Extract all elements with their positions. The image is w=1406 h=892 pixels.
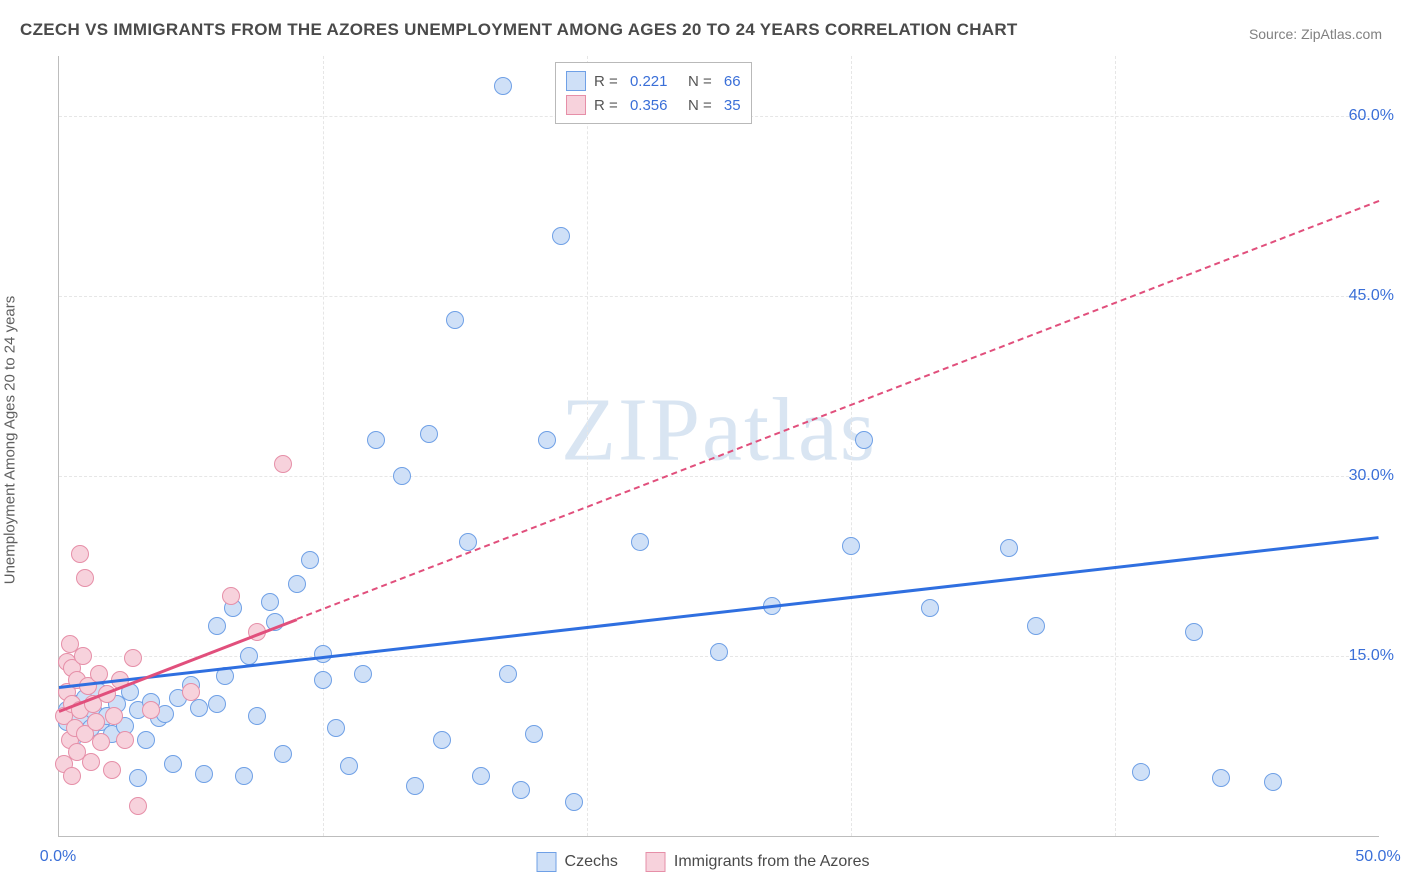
- legend-r-value: 0.221: [630, 73, 668, 90]
- legend-swatch: [537, 852, 557, 872]
- scatter-point: [274, 455, 292, 473]
- legend-label: Immigrants from the Azores: [674, 853, 870, 871]
- y-tick-label: 60.0%: [1349, 107, 1394, 125]
- scatter-point: [855, 431, 873, 449]
- legend-r-label: R =: [594, 73, 622, 90]
- legend-stat-row: R = 0.221 N = 66: [566, 69, 741, 93]
- y-tick-label: 30.0%: [1349, 467, 1394, 485]
- gridline-v: [323, 56, 324, 836]
- scatter-point: [74, 647, 92, 665]
- legend-n-value: 35: [724, 97, 741, 114]
- scatter-point: [261, 593, 279, 611]
- gridline-v: [851, 56, 852, 836]
- scatter-point: [354, 665, 372, 683]
- scatter-point: [538, 431, 556, 449]
- scatter-point: [195, 765, 213, 783]
- scatter-point: [190, 699, 208, 717]
- scatter-point: [406, 777, 424, 795]
- scatter-point: [288, 575, 306, 593]
- scatter-point: [314, 671, 332, 689]
- y-tick-label: 45.0%: [1349, 287, 1394, 305]
- scatter-point: [71, 545, 89, 563]
- scatter-point: [921, 599, 939, 617]
- legend-swatch: [646, 852, 666, 872]
- scatter-point: [1027, 617, 1045, 635]
- scatter-point: [248, 707, 266, 725]
- legend-swatch: [566, 71, 586, 91]
- scatter-point: [525, 725, 543, 743]
- legend-r-value: 0.356: [630, 97, 668, 114]
- legend-item: Czechs: [537, 852, 618, 872]
- y-tick-label: 15.0%: [1349, 647, 1394, 665]
- gridline-h: [59, 476, 1379, 477]
- scatter-point: [494, 77, 512, 95]
- scatter-point: [240, 647, 258, 665]
- scatter-point: [182, 683, 200, 701]
- scatter-point: [1264, 773, 1282, 791]
- scatter-point: [314, 645, 332, 663]
- chart-container: CZECH VS IMMIGRANTS FROM THE AZORES UNEM…: [0, 0, 1406, 892]
- scatter-point: [164, 755, 182, 773]
- scatter-point: [367, 431, 385, 449]
- scatter-point: [301, 551, 319, 569]
- scatter-point: [103, 761, 121, 779]
- scatter-point: [274, 745, 292, 763]
- legend-stat-row: R = 0.356 N = 35: [566, 93, 741, 117]
- scatter-point: [1000, 539, 1018, 557]
- trend-line: [59, 536, 1379, 689]
- correlation-legend: R = 0.221 N = 66R = 0.356 N = 35: [555, 62, 752, 124]
- gridline-v: [1115, 56, 1116, 836]
- scatter-point: [710, 643, 728, 661]
- scatter-point: [552, 227, 570, 245]
- scatter-point: [565, 793, 583, 811]
- scatter-point: [842, 537, 860, 555]
- scatter-point: [1212, 769, 1230, 787]
- scatter-point: [87, 713, 105, 731]
- legend-r-label: R =: [594, 97, 622, 114]
- scatter-point: [208, 617, 226, 635]
- scatter-point: [92, 733, 110, 751]
- legend-n-value: 66: [724, 73, 741, 90]
- legend-label: Czechs: [565, 853, 618, 871]
- scatter-point: [129, 769, 147, 787]
- x-tick-label: 50.0%: [1355, 848, 1400, 866]
- scatter-point: [472, 767, 490, 785]
- scatter-point: [124, 649, 142, 667]
- scatter-point: [105, 707, 123, 725]
- scatter-point: [142, 701, 160, 719]
- scatter-point: [82, 753, 100, 771]
- scatter-point: [327, 719, 345, 737]
- scatter-point: [393, 467, 411, 485]
- legend-swatch: [566, 95, 586, 115]
- scatter-point: [446, 311, 464, 329]
- source-label: Source: ZipAtlas.com: [1249, 26, 1382, 42]
- scatter-point: [222, 587, 240, 605]
- legend-n-label: N =: [675, 97, 715, 114]
- scatter-point: [235, 767, 253, 785]
- y-axis-label: Unemployment Among Ages 20 to 24 years: [2, 296, 19, 585]
- scatter-point: [129, 797, 147, 815]
- scatter-point: [76, 569, 94, 587]
- watermark: ZIPatlas: [561, 379, 877, 482]
- scatter-point: [420, 425, 438, 443]
- scatter-point: [1132, 763, 1150, 781]
- scatter-point: [340, 757, 358, 775]
- scatter-point: [208, 695, 226, 713]
- scatter-point: [116, 731, 134, 749]
- scatter-point: [137, 731, 155, 749]
- gridline-v: [587, 56, 588, 836]
- x-tick-label: 0.0%: [40, 848, 76, 866]
- scatter-point: [631, 533, 649, 551]
- scatter-point: [63, 767, 81, 785]
- scatter-point: [433, 731, 451, 749]
- scatter-point: [1185, 623, 1203, 641]
- scatter-point: [499, 665, 517, 683]
- scatter-point: [512, 781, 530, 799]
- legend-item: Immigrants from the Azores: [646, 852, 870, 872]
- gridline-h: [59, 296, 1379, 297]
- series-legend: Czechs Immigrants from the Azores: [537, 852, 870, 872]
- chart-title: CZECH VS IMMIGRANTS FROM THE AZORES UNEM…: [20, 20, 1018, 40]
- plot-area: ZIPatlas: [58, 56, 1379, 837]
- legend-n-label: N =: [675, 73, 715, 90]
